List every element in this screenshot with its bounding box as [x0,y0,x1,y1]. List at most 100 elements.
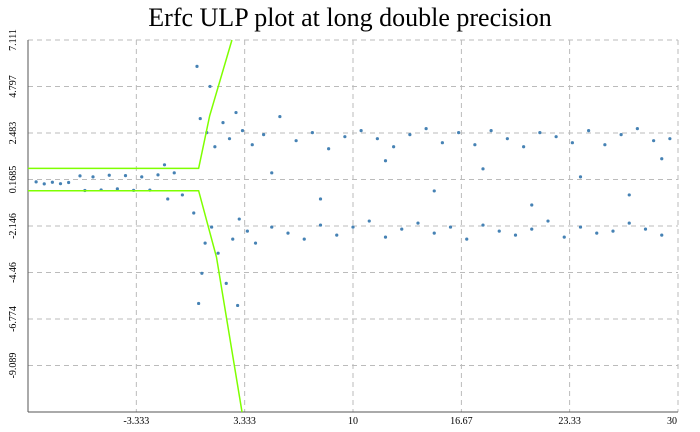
point [227,137,232,141]
point [432,189,436,193]
point [392,145,396,149]
point [140,175,144,179]
point [546,219,550,223]
point [278,114,282,119]
point [270,225,274,229]
point [643,227,648,231]
point [383,235,388,239]
point [42,182,46,186]
point [200,271,204,275]
point [660,157,664,161]
point [192,211,196,215]
point [570,141,574,145]
point [67,180,71,185]
point [448,225,453,229]
point [408,133,412,137]
point [489,129,493,133]
point [213,145,217,149]
point [302,237,306,241]
point [668,137,672,141]
point [481,223,485,227]
point [538,131,542,135]
y-tick-label: 2.483 [8,122,19,145]
point [335,233,339,237]
point [107,173,111,177]
point [240,129,245,133]
point [530,203,534,207]
point [400,227,404,231]
y-tick-label: 0.1685 [8,166,19,194]
point [652,139,656,143]
point [562,235,566,239]
point [166,197,170,201]
point [383,159,388,163]
point [262,133,266,137]
point [530,227,534,231]
point [375,137,379,141]
point [660,233,664,237]
x-tick-label: 30 [667,416,677,427]
y-tick-label: -6.774 [8,306,19,332]
point [627,221,631,225]
point [224,281,228,285]
y-tick-label: 7.111 [8,29,19,51]
point [172,171,176,175]
y-tick-label: 4.797 [8,75,19,98]
point [473,143,477,147]
point [432,231,436,235]
x-tick-label: -3.333 [123,416,149,427]
point [216,251,220,255]
point [231,237,235,241]
point [416,221,420,225]
y-tick-label: -9.089 [8,353,19,379]
point [522,145,526,149]
y-tick-label: -2.146 [8,213,19,239]
point [343,135,347,139]
x-tick-label: 16.67 [450,416,473,427]
point [115,187,119,191]
point [481,167,485,171]
point [318,197,323,201]
point [180,193,184,197]
x-tick-label: 10 [348,416,358,427]
point [327,147,331,151]
point [78,174,82,178]
point [465,237,469,241]
point [578,175,583,179]
point [91,175,95,179]
point [611,229,615,233]
point [203,241,207,245]
point [162,163,167,167]
point [619,133,623,137]
point [58,182,63,186]
envelope-line [28,189,243,413]
point [245,229,249,233]
point [253,241,258,245]
point [367,219,371,223]
point [156,173,160,177]
point [497,229,501,233]
point [603,143,607,147]
point [294,139,298,143]
point [221,121,225,125]
envelope-line [28,39,233,170]
point [318,223,323,227]
point [595,231,599,235]
point [250,143,254,147]
point [627,193,631,197]
point [351,225,355,229]
point [208,84,212,89]
x-tick-label: 3.333 [233,416,256,427]
point [195,64,199,68]
point [457,131,461,135]
chart-title: Erfc ULP plot at long double precision [148,3,551,32]
point [310,131,314,135]
point [236,303,240,308]
point [587,129,591,133]
point [554,135,558,139]
point [197,301,201,306]
point [286,231,290,235]
point [270,171,274,175]
point [359,129,363,133]
